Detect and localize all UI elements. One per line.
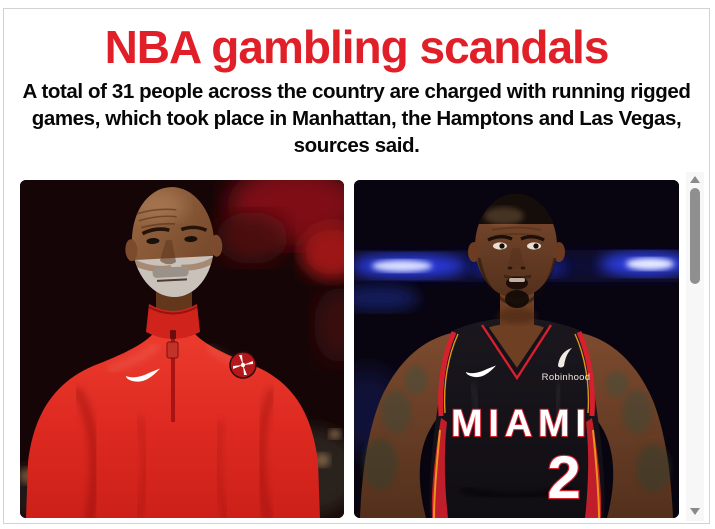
article-window: NBA gambling scandals A total of 31 peop… <box>3 8 710 524</box>
armhole-trim <box>438 331 595 417</box>
zipper <box>166 330 179 422</box>
coach-photo-illustration <box>20 180 344 518</box>
jersey-team-wordmark: MIAMI <box>451 403 587 445</box>
vneck-trim-black <box>482 326 551 381</box>
scalp-highlight <box>135 191 188 222</box>
sweat-sheen <box>484 207 524 225</box>
jersey-side-panels <box>431 418 602 518</box>
jacket-folds <box>73 344 277 518</box>
robinhood-wordmark: Robinhood <box>542 372 591 383</box>
eyes <box>141 225 208 245</box>
scroll-down-arrow-icon[interactable] <box>690 508 700 515</box>
trail-blazers-logo-icon <box>229 351 257 379</box>
scroll-up-arrow-icon[interactable] <box>690 176 700 183</box>
scrollbar-thumb[interactable] <box>690 188 700 284</box>
chin-goatee <box>505 290 529 308</box>
black-heat-jersey <box>429 318 605 518</box>
page-title: NBA gambling scandals <box>104 21 610 73</box>
page-subtitle: A total of 31 people across the country … <box>4 78 709 159</box>
subtitle-line: A total of 31 people across the country … <box>22 80 691 103</box>
nose <box>508 248 524 269</box>
nose <box>159 240 177 265</box>
vneck-trim-red <box>480 324 553 381</box>
chest-v-skin <box>488 323 545 370</box>
forehead-creases <box>136 208 177 229</box>
photo-row: Robinhood MIAMI 2 <box>4 9 709 523</box>
mustache <box>152 266 189 278</box>
photo-coach-red-jacket <box>20 180 344 518</box>
scrollbar[interactable] <box>686 172 704 521</box>
mouth-open <box>503 274 532 290</box>
subtitle-line: games, which took place in Manhattan, th… <box>31 107 682 130</box>
player-photo-illustration: Robinhood MIAMI 2 <box>354 180 679 518</box>
jaw-beard-line <box>477 257 557 308</box>
jersey-folds <box>460 382 574 501</box>
nike-swoosh-icon <box>126 368 160 382</box>
jersey-number: 2 <box>547 444 580 511</box>
eyes <box>487 235 545 250</box>
robinhood-logo-icon <box>558 348 572 368</box>
photo-heat-player: Robinhood MIAMI 2 <box>354 180 679 518</box>
mouth <box>156 278 188 282</box>
collar-seam <box>148 306 198 315</box>
nike-swoosh-icon <box>466 365 496 378</box>
player-figure: Robinhood MIAMI 2 <box>360 194 673 518</box>
blurred-red-arena-lights <box>216 180 344 363</box>
subtitle-line: sources said. <box>293 134 420 157</box>
tattoo-shading <box>363 365 670 492</box>
stand-collar <box>146 304 200 339</box>
chin-shadow <box>497 308 537 324</box>
